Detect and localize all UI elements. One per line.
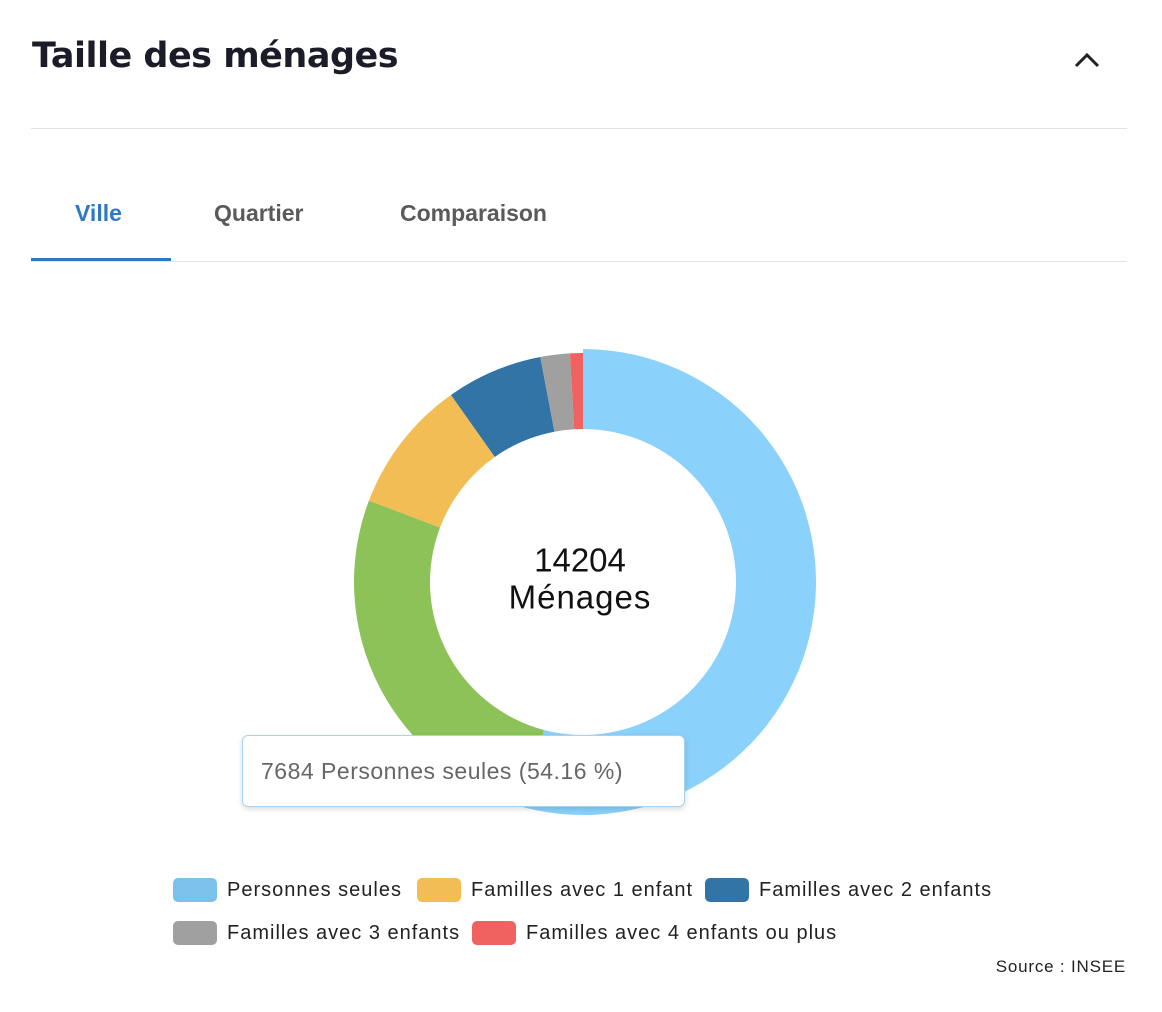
donut-segment bbox=[540, 353, 575, 432]
donut-segment bbox=[353, 500, 545, 804]
legend-item[interactable]: Familles avec 2 enfants bbox=[705, 877, 992, 903]
legend-swatch bbox=[173, 921, 217, 945]
tab-indicator bbox=[31, 258, 171, 261]
donut-segment bbox=[368, 394, 495, 528]
tab[interactable]: Ville bbox=[75, 200, 122, 226]
legend-item[interactable]: Familles avec 1 enfant bbox=[417, 877, 693, 903]
collapse-button[interactable] bbox=[1072, 48, 1102, 72]
legend-label: Familles avec 2 enfants bbox=[759, 878, 993, 901]
center-total: 14204 bbox=[534, 542, 626, 579]
legend-label: Familles avec 4 enfants ou plus bbox=[526, 921, 838, 944]
panel-title: Taille des ménages bbox=[32, 36, 399, 76]
legend-label: Personnes seules bbox=[227, 878, 402, 901]
legend-swatch bbox=[417, 878, 461, 902]
legend-item[interactable]: Personnes seules bbox=[173, 877, 402, 903]
legend-label: Familles avec 3 enfants bbox=[227, 921, 461, 944]
chart: 14204 Ménages bbox=[353, 349, 816, 816]
legend-swatch bbox=[173, 878, 217, 902]
tab[interactable]: Comparaison bbox=[400, 200, 547, 226]
divider bbox=[31, 128, 1127, 129]
divider bbox=[31, 261, 1127, 262]
legend-label: Familles avec 1 enfant bbox=[471, 878, 694, 901]
legend-swatch bbox=[705, 878, 749, 902]
donut-segment bbox=[450, 357, 555, 458]
donut-segment bbox=[569, 353, 583, 430]
legend-item[interactable]: Familles avec 3 enfants bbox=[173, 920, 460, 946]
tooltip: 7684 Personnes seules (54.16 %) bbox=[242, 735, 685, 807]
legend-swatch bbox=[472, 921, 516, 945]
tab[interactable]: Quartier bbox=[214, 200, 304, 226]
center-label: Ménages bbox=[509, 579, 652, 616]
legend-item[interactable]: Familles avec 4 enfants ou plus bbox=[472, 920, 837, 946]
donut-segment bbox=[523, 349, 816, 816]
source: Source : INSEE bbox=[995, 957, 1126, 976]
